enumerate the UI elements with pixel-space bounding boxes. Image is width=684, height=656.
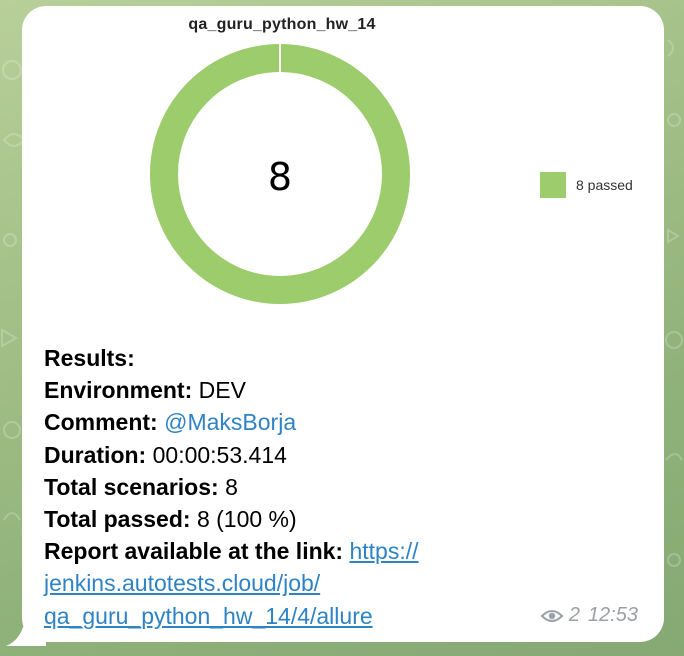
- donut-center-value: 8: [268, 155, 292, 199]
- comment-line: Comment: @MaksBorja: [44, 406, 604, 438]
- duration-value: 00:00:53.414: [152, 441, 287, 468]
- report-link-part2[interactable]: jenkins.autotests.cloud/job/: [44, 570, 321, 597]
- comment-mention-link[interactable]: @MaksBorja: [164, 409, 297, 436]
- total-scenarios-value: 8: [225, 473, 238, 500]
- environment-line: Environment: DEV: [44, 374, 604, 406]
- chart-legend: 8 passed: [540, 172, 633, 198]
- results-line: Results:: [44, 342, 604, 374]
- report-link-part3[interactable]: qa_guru_python_hw_14/4/allure: [44, 602, 373, 629]
- report-link-line-3: qa_guru_python_hw_14/4/allure: [44, 600, 604, 632]
- donut-chart: 8: [150, 44, 410, 304]
- eye-icon: [540, 609, 563, 622]
- legend-swatch-passed: [540, 172, 566, 198]
- message-text: Results: Environment: DEV Comment: @Maks…: [44, 342, 604, 632]
- duration-line: Duration: 00:00:53.414: [44, 439, 604, 471]
- environment-value: DEV: [198, 377, 246, 404]
- report-line: Report available at the link: https://: [44, 535, 604, 567]
- duration-label: Duration:: [44, 441, 147, 468]
- results-label: Results:: [44, 345, 135, 371]
- total-passed-value: 8 (100 %): [196, 506, 297, 533]
- message-bubble[interactable]: qa_guru_python_hw_14 8 8 passed Results:…: [22, 6, 664, 642]
- report-link-part1[interactable]: https://: [349, 538, 419, 565]
- report-link-line-2: jenkins.autotests.cloud/job/: [44, 567, 604, 599]
- environment-label: Environment:: [44, 377, 193, 404]
- legend-label-passed: 8 passed: [576, 177, 633, 193]
- total-passed-line: Total passed: 8 (100 %): [44, 503, 604, 535]
- report-label: Report available at the link:: [44, 538, 344, 565]
- chart-title: qa_guru_python_hw_14: [188, 16, 376, 33]
- message-meta: 2 12:53: [540, 604, 638, 627]
- total-passed-label: Total passed:: [44, 506, 191, 533]
- total-scenarios-line: Total scenarios: 8: [44, 471, 604, 503]
- message-time: 12:53: [587, 604, 638, 626]
- total-scenarios-label: Total scenarios:: [44, 473, 219, 500]
- views-count: 2: [568, 604, 580, 626]
- comment-label: Comment:: [44, 409, 158, 436]
